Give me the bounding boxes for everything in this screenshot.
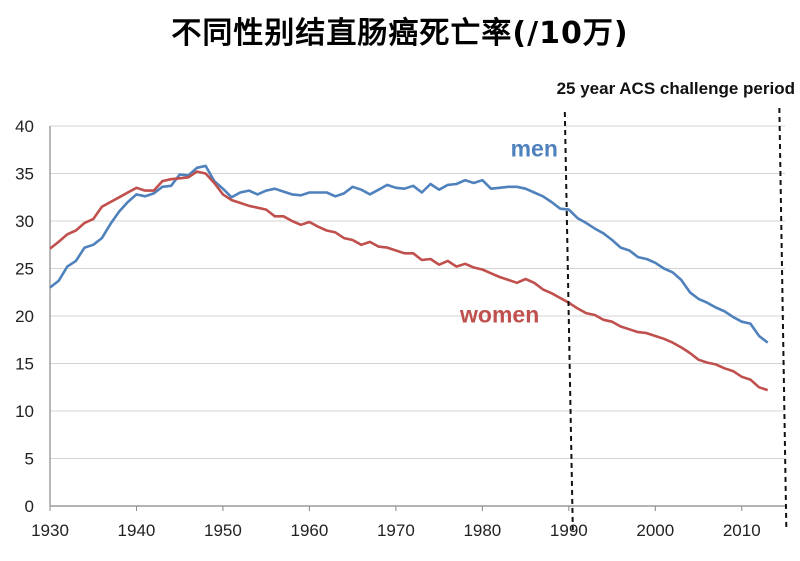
grid-lines — [50, 125, 785, 459]
x-tick-label: 1980 — [463, 521, 501, 540]
series-lines — [49, 164, 769, 392]
x-tick-label: 2000 — [636, 521, 674, 540]
series-line-women — [49, 170, 769, 392]
x-tick-label: 1950 — [204, 521, 242, 540]
y-tick-label: 20 — [15, 307, 34, 326]
y-tick-label: 25 — [15, 260, 34, 279]
x-tick-label: 1970 — [377, 521, 415, 540]
axes — [49, 126, 785, 511]
period-label: 25 year ACS challenge period — [557, 79, 795, 98]
annotation: 25 year ACS challenge period — [557, 79, 795, 531]
y-tick-label: 10 — [15, 402, 34, 421]
chart-title: 不同性别结直肠癌死亡率(/10万) — [171, 16, 629, 51]
x-tick-label: 1930 — [31, 521, 69, 540]
series-line-men — [49, 164, 769, 344]
series-labels: men women — [459, 135, 558, 327]
x-tick-label: 1940 — [118, 521, 156, 540]
y-tick-label: 0 — [25, 497, 34, 516]
period-end-line — [778, 107, 788, 531]
x-tick-label: 1990 — [550, 521, 588, 540]
x-tick-label: 1960 — [290, 521, 328, 540]
x-tick-labels: 1930 1940 1950 1960 1970 1980 1990 2000 2010 — [31, 521, 761, 540]
y-tick-label: 30 — [15, 212, 34, 231]
series-label-women: women — [459, 302, 539, 328]
y-tick-label: 5 — [25, 450, 34, 469]
y-tick-label: 35 — [15, 165, 34, 184]
x-tick-label: 2010 — [723, 521, 761, 540]
y-tick-label: 40 — [15, 117, 34, 136]
y-tick-label: 15 — [15, 355, 34, 374]
series-label-men: men — [511, 135, 558, 161]
period-start-line — [563, 111, 574, 531]
y-tick-labels: 0 5 10 15 20 25 30 35 40 — [15, 117, 34, 516]
